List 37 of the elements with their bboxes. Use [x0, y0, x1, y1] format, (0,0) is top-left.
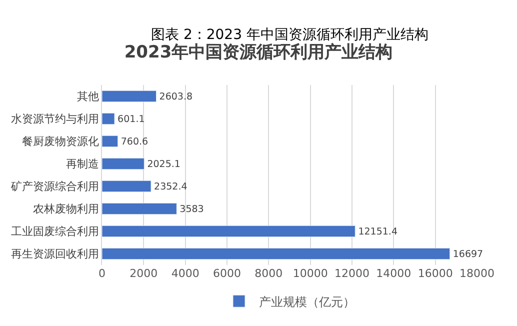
x-tick-label: 4000	[171, 267, 200, 280]
bar	[102, 202, 177, 215]
bar	[102, 248, 450, 260]
x-tick-label: 2000	[130, 267, 158, 280]
data-label: 16697	[452, 248, 484, 260]
y-tick-label: 再生资源回收利用	[10, 248, 99, 261]
data-label: 12151.4	[358, 226, 398, 238]
x-tick-label: 12000	[334, 267, 370, 280]
data-label: 2352.4	[154, 181, 188, 192]
bar	[102, 112, 115, 125]
data-label: 760.6	[120, 136, 148, 148]
bar	[102, 180, 152, 192]
x-tick-label: 18000	[460, 267, 494, 280]
y-tick-label: 其他	[76, 90, 99, 104]
x-tick-label: 16000	[418, 267, 453, 280]
x-tick-label: 10000	[292, 267, 328, 280]
bar	[102, 135, 118, 148]
x-tick-label: 0	[98, 267, 106, 280]
bar	[102, 225, 356, 238]
text: 图表 2：2023 年中国资源循环利用产业结构	[151, 27, 428, 43]
y-tick-label: 矿产资源综合利用	[10, 180, 99, 194]
y-tick-label: 再制造	[66, 158, 99, 171]
data-label: 3583	[180, 204, 204, 215]
y-tick-label: 工业固废综合利用	[10, 225, 99, 238]
x-tick-label: 14000	[376, 267, 412, 280]
x-tick-label: 8000	[254, 267, 283, 280]
x-tick-label: 6000	[213, 267, 241, 280]
y-tick-label: 农林废物利用	[32, 202, 99, 216]
data-label: 2025.1	[147, 158, 180, 170]
data-label: 601.1	[118, 114, 145, 125]
bar	[102, 90, 156, 102]
bar	[102, 158, 144, 170]
y-tick-label: 餐厨废物资源化	[22, 135, 99, 148]
chart-title: 2023年中国资源循环利用产业结构	[124, 42, 393, 63]
data-label: 2603.8	[159, 91, 193, 102]
legend-label: 产业规模（亿元）	[259, 294, 355, 309]
y-tick-label: 水资源节约与利用	[10, 112, 99, 126]
